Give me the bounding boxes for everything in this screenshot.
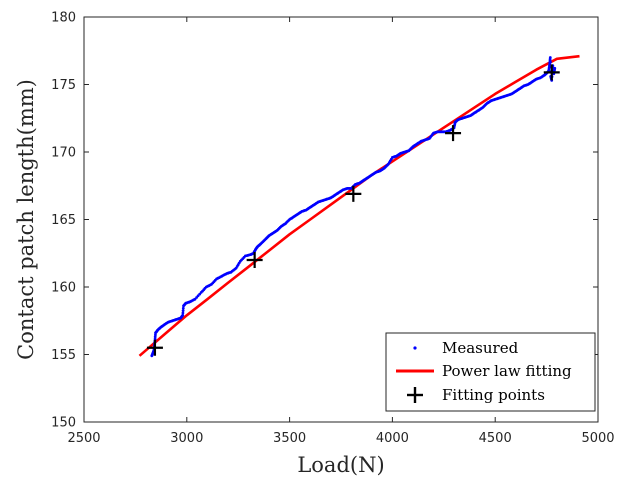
fitting-point-2	[345, 185, 362, 202]
y-tick-label-6: 180	[51, 11, 76, 26]
y-axis-label: Contact patch length(mm)	[14, 79, 38, 360]
legend-marker-fitting-points	[407, 387, 423, 403]
x-tick-label-2: 3500	[273, 431, 306, 446]
measured-point-425	[549, 60, 552, 64]
x-tick-label-1: 3000	[170, 431, 203, 446]
x-tick-label-4: 4500	[479, 431, 512, 446]
y-tick-label-4: 170	[51, 146, 76, 161]
measured-point-53	[181, 311, 185, 315]
legend-label-fitting-points: Fitting points	[442, 386, 545, 404]
measured-point-444	[553, 66, 557, 70]
fitting-point-3	[445, 125, 462, 142]
x-tick-label-0: 2500	[67, 431, 100, 446]
x-tick-label-3: 4000	[376, 431, 409, 446]
measured-point-424	[548, 56, 552, 59]
y-tick-label-2: 160	[51, 281, 76, 296]
measured-point-19	[154, 333, 157, 337]
y-tick-label-5: 175	[51, 78, 76, 93]
fitting-point-4	[543, 64, 560, 81]
legend-label-power-law: Power law fitting	[442, 362, 572, 380]
fitting-point-0	[146, 339, 163, 356]
series-layer	[138, 54, 580, 358]
x-tick-label-5: 5000	[581, 431, 614, 446]
fitting-point-1	[246, 252, 263, 268]
measured-point-54	[181, 309, 185, 312]
y-tick-label-3: 165	[51, 213, 76, 228]
axes-layer: 2500 3000 3500 4000 4500 5000 150 155 160 165 170 1…	[51, 11, 614, 447]
measured-point-55	[181, 306, 185, 310]
y-tick-label-1: 155	[51, 348, 76, 363]
legend-label-measured: Measured	[442, 339, 519, 357]
y-tick-label-0: 150	[51, 416, 76, 431]
measured-point-52	[181, 313, 185, 317]
x-axis-label: Load(N)	[297, 453, 384, 477]
legend: Measured Power law fitting Fitting point…	[385, 332, 596, 412]
legend-marker-measured	[413, 346, 417, 350]
measured-point-17	[153, 337, 157, 341]
